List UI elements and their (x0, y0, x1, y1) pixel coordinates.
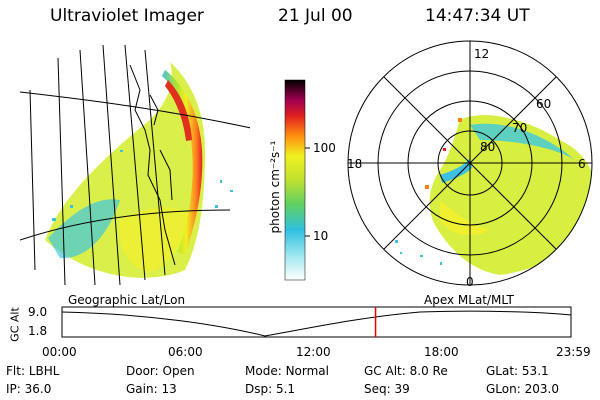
info-ip: IP: 36.0 (6, 382, 52, 396)
mlt-label-6: 6 (578, 157, 586, 171)
timeline-xtick-4: 23:59 (556, 345, 591, 359)
mlt-label-0: 0 (466, 275, 474, 289)
timeline-xtick-3: 18:00 (424, 345, 459, 359)
timeline-xtick-1: 06:00 (168, 345, 203, 359)
lat-label-70: 70 (512, 121, 528, 135)
info-glat: GLat: 53.1 (486, 364, 549, 378)
info-gain: Gain: 13 (126, 382, 177, 396)
info-dsp: Dsp: 5.1 (245, 382, 296, 396)
info-glon: GLon: 203.0 (486, 382, 559, 396)
timeline-ytick-top: 9.0 (28, 305, 48, 319)
info-mode: Mode: Normal (245, 364, 329, 378)
lat-label-60: 60 (536, 97, 552, 111)
mlt-label-12: 12 (474, 47, 490, 61)
colorbar-tick-10: 10 (313, 229, 329, 243)
info-flt: Flt: LBHL (6, 364, 60, 378)
lat-label-80: 80 (480, 140, 496, 154)
info-door: Door: Open (126, 364, 195, 378)
timeline-xtick-0: 00:00 (42, 345, 77, 359)
instrument-title: Ultraviolet Imager (50, 6, 204, 26)
info-seq: Seq: 39 (364, 382, 410, 396)
apex-panel-label: Apex MLat/MLT (424, 293, 514, 307)
date-label: 21 Jul 00 (278, 6, 353, 26)
mlt-label-18: 18 (347, 157, 363, 171)
time-label: 14:47:34 UT (425, 6, 530, 26)
geographic-panel-label: Geographic Lat/Lon (68, 293, 186, 307)
info-gc-alt: GC Alt: 8.0 Re (364, 364, 448, 378)
timeline-ytick-bottom: 1.8 (28, 324, 48, 338)
timeline-xtick-2: 12:00 (296, 345, 331, 359)
colorbar-tick-100: 100 (313, 141, 336, 155)
